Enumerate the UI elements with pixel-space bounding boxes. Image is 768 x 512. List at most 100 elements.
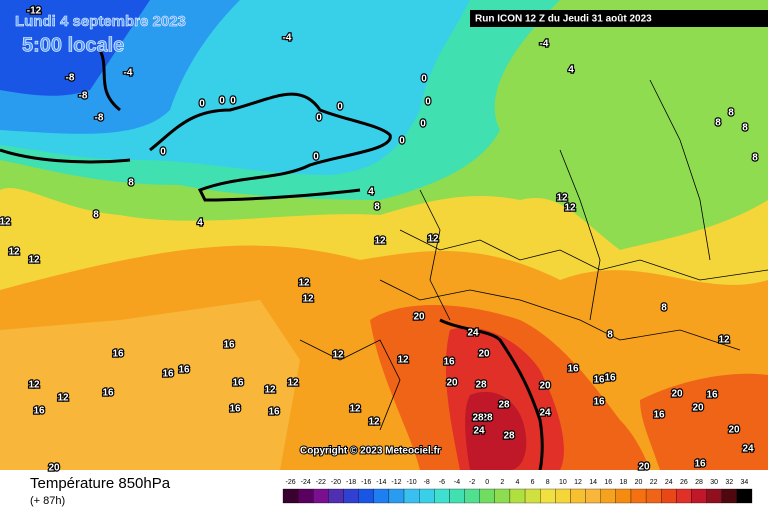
isotherm-label: 12 (8, 247, 20, 258)
scale-swatch (297, 488, 314, 504)
scale-label: -8 (424, 479, 430, 486)
scale-swatch (615, 488, 632, 504)
run-info: Run ICON 12 Z du Jeudi 31 août 2023 (475, 14, 652, 25)
isotherm-label: 16 (229, 404, 241, 415)
border (649, 79, 711, 261)
border (379, 279, 741, 351)
scale-label: -6 (439, 479, 445, 486)
isotherm-label: 28 (472, 413, 484, 424)
scale-label: 10 (559, 479, 567, 486)
scale-label: -2 (469, 479, 475, 486)
isotherm-label: 16 (162, 369, 174, 380)
scale-label: 14 (589, 479, 597, 486)
isotherm-label: 8 (93, 210, 99, 221)
isotherm-label: 12 (302, 294, 314, 305)
scale-swatch (479, 488, 495, 504)
isotherm-label: 16 (178, 365, 190, 376)
isotherm-label: 12 (397, 355, 409, 366)
scale-label: -4 (454, 479, 460, 486)
scale-swatch (419, 488, 435, 504)
hot-field-east (640, 373, 768, 470)
scale-label: 24 (665, 479, 673, 486)
scale-swatch (328, 488, 344, 504)
scale-label: -12 (391, 479, 401, 486)
legend-lead: (+ 87h) (30, 495, 65, 507)
isotherm-label: 0 (160, 147, 166, 158)
isotherm-label: 16 (112, 349, 124, 360)
scale-label: 2 (500, 479, 504, 486)
scale-label: 16 (604, 479, 612, 486)
scale-label: -10 (407, 479, 417, 486)
isotherm-label: 12 (374, 236, 386, 247)
isotherm-label: 20 (638, 462, 650, 473)
scale-swatch (600, 488, 616, 504)
scale-swatch (358, 488, 374, 504)
scale-label: 4 (516, 479, 520, 486)
scale-label: -20 (331, 479, 341, 486)
isotherm-label: 16 (604, 373, 616, 384)
isotherm-label: 8 (715, 118, 721, 129)
isotherm-label: 16 (593, 397, 605, 408)
isotherm-label: 28 (498, 400, 510, 411)
scale-label: 20 (635, 479, 643, 486)
isotherm-label: -4 (124, 68, 133, 79)
isotherm-label: 8 (374, 202, 380, 213)
isotherm-label: 16 (268, 407, 280, 418)
isotherm-label: 16 (706, 390, 718, 401)
scale-label: 12 (574, 479, 582, 486)
scale-swatch (691, 488, 707, 504)
isotherm-label: 12 (28, 380, 40, 391)
isotherm-label: 16 (33, 406, 45, 417)
isotherm-label: 8 (661, 303, 667, 314)
isotherm-label: 24 (473, 426, 485, 437)
isotherm-label: 16 (223, 340, 235, 351)
isotherm-label: 20 (48, 463, 60, 474)
isotherm-label: 28 (475, 380, 487, 391)
isotherm-label: 0 (230, 96, 236, 107)
scale-label: -26 (286, 479, 296, 486)
scale-label: 18 (620, 479, 628, 486)
isotherm-label: 16 (102, 388, 114, 399)
warm-field (0, 300, 300, 470)
isotherm-label: 8 (752, 153, 758, 164)
scale-swatch (388, 488, 405, 504)
isotherm-label: 12 (368, 417, 380, 428)
scale-label: 30 (710, 479, 718, 486)
scale-swatch (736, 488, 753, 504)
isotherm-label: 0 (316, 113, 322, 124)
isotherm-label: 12 (718, 335, 730, 346)
scale-label: 22 (650, 479, 658, 486)
isotherm-label: 4 (568, 65, 574, 76)
isotherm-label: -8 (66, 73, 75, 84)
isotherm-label: -12 (27, 6, 42, 17)
borders (299, 79, 768, 431)
isotherm-label: 20 (671, 389, 683, 400)
scale-swatch (494, 488, 511, 504)
isotherm-label: 12 (427, 234, 439, 245)
scale-swatch (645, 488, 662, 504)
scale-swatch (313, 488, 329, 504)
isotherm-label: 16 (443, 357, 455, 368)
isotherm-label: 20 (539, 381, 551, 392)
scale-label: -16 (361, 479, 371, 486)
run-box (470, 10, 768, 27)
isotherm-label: 20 (446, 378, 458, 389)
scale-swatch (403, 488, 420, 504)
isotherm-label: 12 (332, 350, 344, 361)
isotherm-label: 8 (607, 330, 613, 341)
isotherm-label: 20 (728, 425, 740, 436)
scale-swatch (282, 488, 299, 504)
coastline (98, 49, 121, 112)
scale-swatch (464, 488, 480, 504)
scale-label: 6 (531, 479, 535, 486)
forecast-time: 5:00 locale (22, 34, 124, 56)
scale-label: -24 (301, 479, 311, 486)
scale-swatch (676, 488, 692, 504)
isotherm-label: 0 (421, 74, 427, 85)
isotherm-label: 28 (503, 431, 515, 442)
isotherm-label: 24 (467, 328, 479, 339)
scale-swatch (630, 488, 647, 504)
scale-swatch (661, 488, 677, 504)
isotherm-label: 0 (425, 97, 431, 108)
